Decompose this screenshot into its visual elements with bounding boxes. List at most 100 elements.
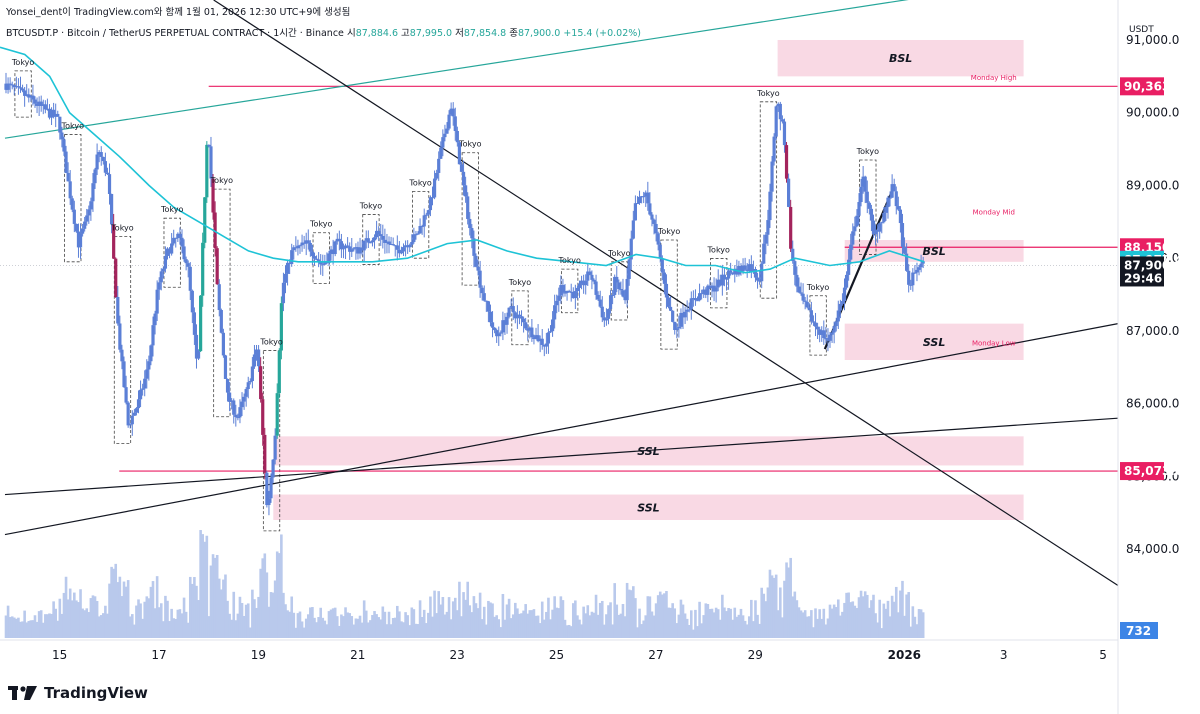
- liquidity-zones: [273, 40, 1024, 520]
- candle-body: [553, 305, 557, 320]
- candle-body: [294, 247, 298, 249]
- volume-bar: [571, 603, 575, 638]
- volume-bar: [83, 610, 86, 638]
- volume-bar: [458, 581, 461, 638]
- volume-bar: [754, 600, 757, 638]
- volume-bar: [656, 595, 660, 638]
- candle-body: [298, 245, 302, 247]
- volume-bar: [99, 615, 103, 638]
- candle-body: [12, 84, 16, 88]
- candle-body: [64, 151, 68, 173]
- candle-body: [766, 220, 770, 235]
- candle-body: [815, 326, 820, 330]
- volume-bar: [215, 554, 219, 638]
- volume-bar: [439, 604, 443, 638]
- candle-body: [822, 330, 826, 339]
- volume-bar: [901, 580, 904, 638]
- time-axis[interactable]: 15 17 19 21 23 25 27 29 2026 3 5: [52, 648, 1107, 662]
- volume-bar: [259, 568, 262, 638]
- volume-bar: [418, 600, 422, 638]
- candle-body: [205, 144, 209, 198]
- candle-body: [650, 214, 654, 220]
- volume-bar: [685, 618, 689, 638]
- volume-bar: [257, 596, 260, 638]
- volume-bar: [296, 613, 300, 638]
- volume-bar: [522, 610, 525, 638]
- price-change: +15.4 (+0.02%): [563, 28, 641, 39]
- candle-body: [105, 172, 110, 175]
- volume-bar: [687, 624, 691, 638]
- volume-bar: [472, 596, 476, 638]
- candle-body: [611, 294, 615, 296]
- volume-bar: [451, 601, 455, 638]
- candle-body: [453, 116, 457, 132]
- candle-body: [762, 243, 766, 264]
- volume-bar: [35, 621, 39, 638]
- candle-body: [867, 202, 871, 209]
- candle-body: [389, 244, 393, 246]
- candle-body: [509, 306, 513, 308]
- volume-bar: [530, 610, 534, 638]
- candle-body: [238, 407, 242, 418]
- volume-bar: [120, 596, 124, 638]
- candle-body: [312, 256, 317, 259]
- volume-bar: [184, 611, 188, 638]
- candle-body: [163, 255, 168, 269]
- candle-body: [888, 197, 892, 199]
- candle-body: [476, 266, 480, 271]
- volume-bar: [770, 575, 774, 638]
- volume-bar: [385, 624, 389, 638]
- candle-body: [847, 259, 851, 275]
- volume-bar: [145, 596, 149, 638]
- volume-bar: [226, 600, 229, 638]
- volume-bar: [654, 603, 658, 638]
- ohlc-label: 시: [346, 28, 356, 39]
- ohlc-value: 87,854.8: [463, 28, 507, 39]
- symbol-name[interactable]: BTCUSDT.P · Bitcoin / TetherUS PERPETUAL…: [6, 28, 344, 39]
- candle-body: [511, 306, 515, 313]
- candle-body: [263, 434, 267, 473]
- candle-body: [325, 262, 329, 264]
- volume-bar: [180, 613, 184, 638]
- ohlc-item: 저87,854.8: [455, 28, 509, 39]
- volume-bar: [294, 627, 298, 638]
- volume-bar: [6, 605, 10, 638]
- tokyo-label: Tokyo: [309, 220, 333, 229]
- volume-bar: [861, 596, 865, 638]
- volume-bar: [632, 586, 635, 638]
- price-badge-text: 88,150.0: [1124, 240, 1183, 254]
- candle-body: [292, 247, 296, 251]
- candle-body: [333, 241, 337, 255]
- volume-bar: [437, 591, 441, 638]
- volume-bar: [781, 617, 784, 638]
- volume-bar: [609, 602, 612, 638]
- volume-bar: [466, 581, 469, 638]
- volume-bar: [764, 601, 768, 638]
- tradingview-logo[interactable]: TradingView: [8, 684, 148, 702]
- price-axis-unit[interactable]: USDT: [1129, 25, 1154, 35]
- volume-bar: [520, 613, 523, 638]
- volume-bar: [799, 610, 803, 638]
- volume-bar: [505, 604, 509, 638]
- candle-body: [387, 241, 391, 245]
- volume-bar: [919, 609, 923, 638]
- volume-bar: [31, 620, 35, 638]
- volume-bar: [275, 551, 279, 638]
- candle-body: [900, 223, 905, 247]
- volume-bar: [892, 601, 896, 638]
- chart-caption: Yonsei_dent이 TradingView.com와 함께 1월 01, …: [6, 7, 351, 18]
- candle-body: [167, 248, 172, 254]
- volume-bar: [52, 601, 55, 638]
- volume-bar: [122, 581, 126, 638]
- volume-bar: [915, 624, 919, 638]
- volume-bar: [884, 608, 888, 638]
- volume-bar: [422, 609, 426, 638]
- volume-bar: [582, 606, 585, 638]
- volume-bar: [39, 610, 43, 638]
- volume-bar: [702, 615, 706, 638]
- volume-bar: [375, 614, 378, 638]
- candle-body: [675, 328, 679, 330]
- volume-bar: [85, 608, 89, 638]
- volume-bar: [280, 534, 283, 638]
